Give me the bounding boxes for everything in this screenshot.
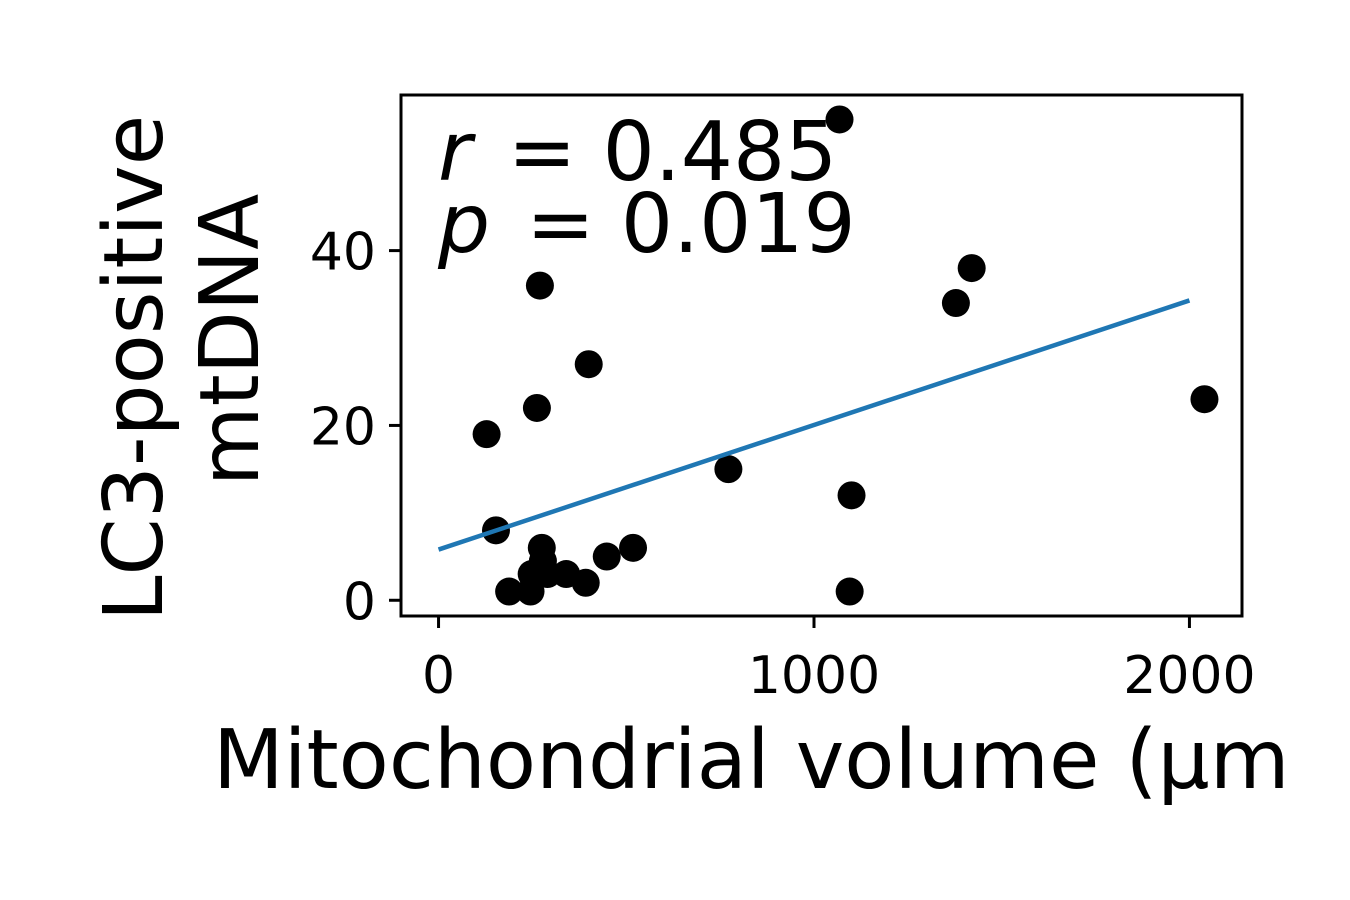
data-point (516, 577, 545, 606)
data-point (592, 542, 621, 571)
data-point (825, 105, 854, 134)
plot-frame (399, 93, 1244, 618)
data-point (941, 289, 970, 318)
y-ticks: 0 20 40 (310, 223, 401, 632)
r-value: = 0.485 (508, 105, 838, 200)
p-statistic: p = 0.019 (437, 177, 856, 272)
x-ticks: 0 1000 2000 (422, 616, 1256, 706)
data-point (495, 577, 524, 606)
y-tick-label: 20 (310, 397, 376, 457)
data-point (835, 577, 864, 606)
data-point (957, 254, 986, 283)
data-point (571, 568, 600, 597)
r-symbol: r (438, 105, 476, 200)
data-points (472, 105, 1219, 606)
y-axis-label-line-1: LC3-positive (87, 115, 182, 621)
y-axis-label: LC3-positive mtDNA (87, 115, 278, 621)
y-axis-label-line-2: mtDNA (183, 194, 278, 487)
data-point (619, 533, 648, 562)
y-tick-label: 0 (343, 572, 376, 632)
plot-area (399, 93, 1244, 618)
x-tick-label: 1000 (748, 646, 880, 706)
stats-annotation: r = 0.485 p = 0.019 (437, 105, 856, 272)
data-point (837, 481, 866, 510)
y-tick-label: 40 (310, 223, 376, 283)
y-axis: 0 20 40 (310, 223, 401, 632)
r-statistic: r = 0.485 (438, 105, 837, 200)
data-point (522, 393, 551, 422)
data-point (525, 271, 554, 300)
x-axis-label: Mitochondrial volume (μm (213, 713, 1290, 808)
regression-line (437, 298, 1191, 552)
data-point (714, 455, 743, 484)
x-axis: 0 1000 2000 (422, 616, 1256, 706)
data-point (472, 420, 501, 449)
p-symbol: p (437, 177, 490, 272)
data-point (1190, 385, 1219, 414)
data-point (574, 350, 603, 379)
p-value: = 0.019 (526, 177, 856, 272)
fit-line-layer (437, 298, 1191, 552)
x-tick-label: 0 (422, 646, 455, 706)
x-tick-label: 2000 (1123, 646, 1255, 706)
